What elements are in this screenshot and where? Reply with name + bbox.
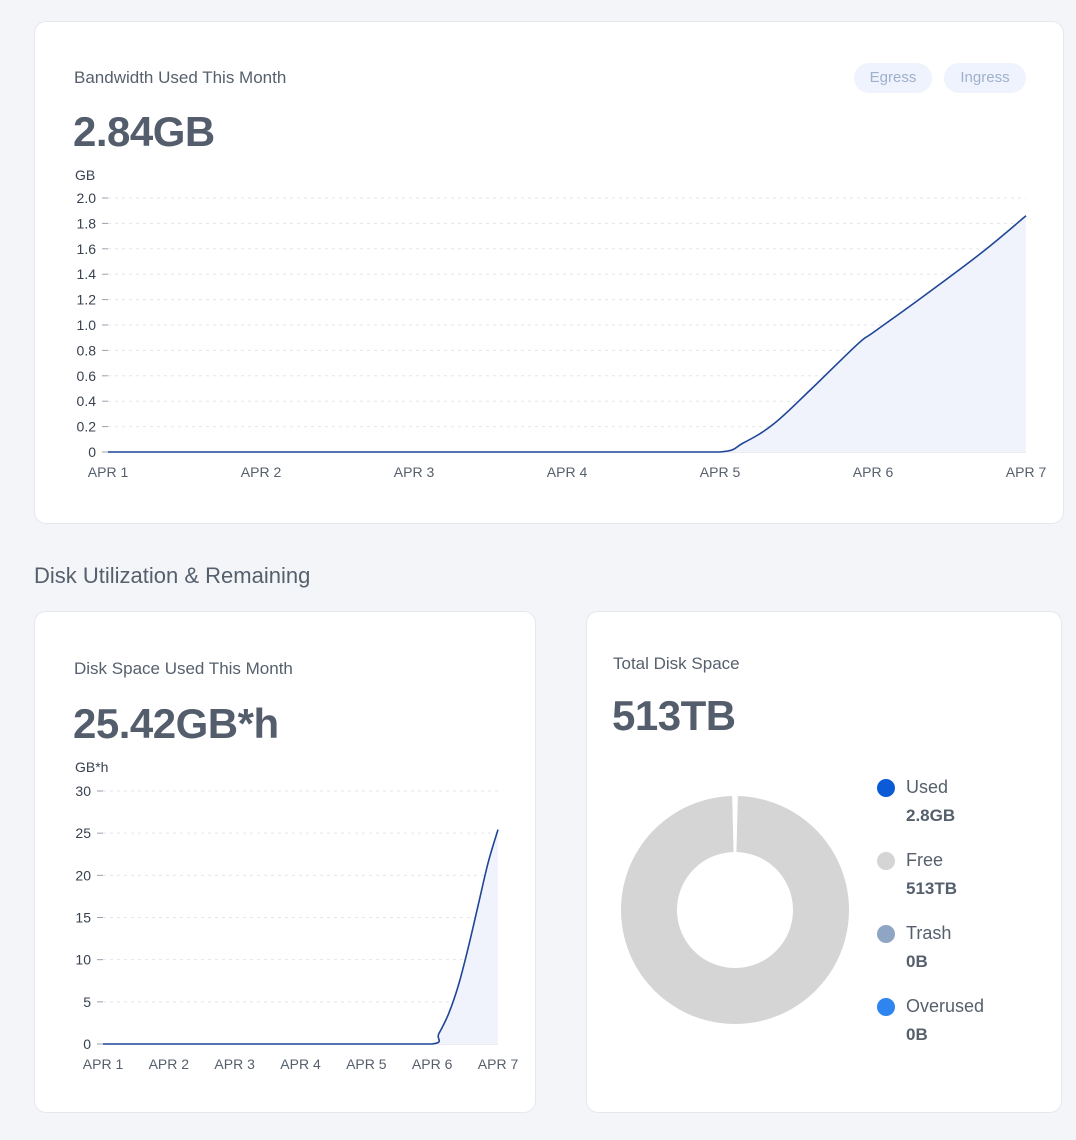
egress-toggle[interactable]: Egress	[854, 63, 932, 93]
legend-swatch	[877, 852, 895, 870]
legend-value: 0B	[906, 1025, 928, 1044]
legend-label: Overused	[906, 996, 985, 1016]
donut-slice-free	[621, 796, 849, 1024]
legend-value: 2.8GB	[906, 806, 956, 825]
total-disk-card: Total Disk Space 513TB Used 2.8GB Free 513T…	[586, 611, 1062, 1113]
legend-value: 0B	[906, 952, 928, 971]
disk-space-card: Disk Space Used This Month 25.42GB*h GB*…	[34, 611, 536, 1113]
legend-swatch	[877, 998, 895, 1016]
legend-label: Free	[906, 850, 944, 870]
disk-space-y-unit: GB*h	[75, 759, 109, 775]
disk-space-value: 25.42GB*h	[73, 700, 279, 747]
section-title: Disk Utilization & Remaining	[34, 563, 311, 588]
bandwidth-y-unit: GB	[75, 167, 96, 183]
legend-swatch	[877, 779, 895, 797]
bandwidth-value: 2.84GB	[73, 108, 215, 155]
bandwidth-card: Bandwidth Used This Month 2.84GB Egress …	[34, 21, 1064, 524]
legend-label: Trash	[906, 923, 952, 943]
total-disk-title: Total Disk Space	[613, 654, 740, 673]
total-disk-value: 513TB	[612, 692, 736, 739]
legend-label: Used	[906, 777, 949, 797]
ingress-toggle[interactable]: Ingress	[944, 63, 1026, 93]
disk-donut-chart	[621, 796, 849, 1024]
legend-swatch	[877, 925, 895, 943]
bandwidth-title: Bandwidth Used This Month	[74, 68, 287, 87]
legend-value: 513TB	[906, 879, 958, 898]
disk-space-title: Disk Space Used This Month	[74, 659, 293, 678]
